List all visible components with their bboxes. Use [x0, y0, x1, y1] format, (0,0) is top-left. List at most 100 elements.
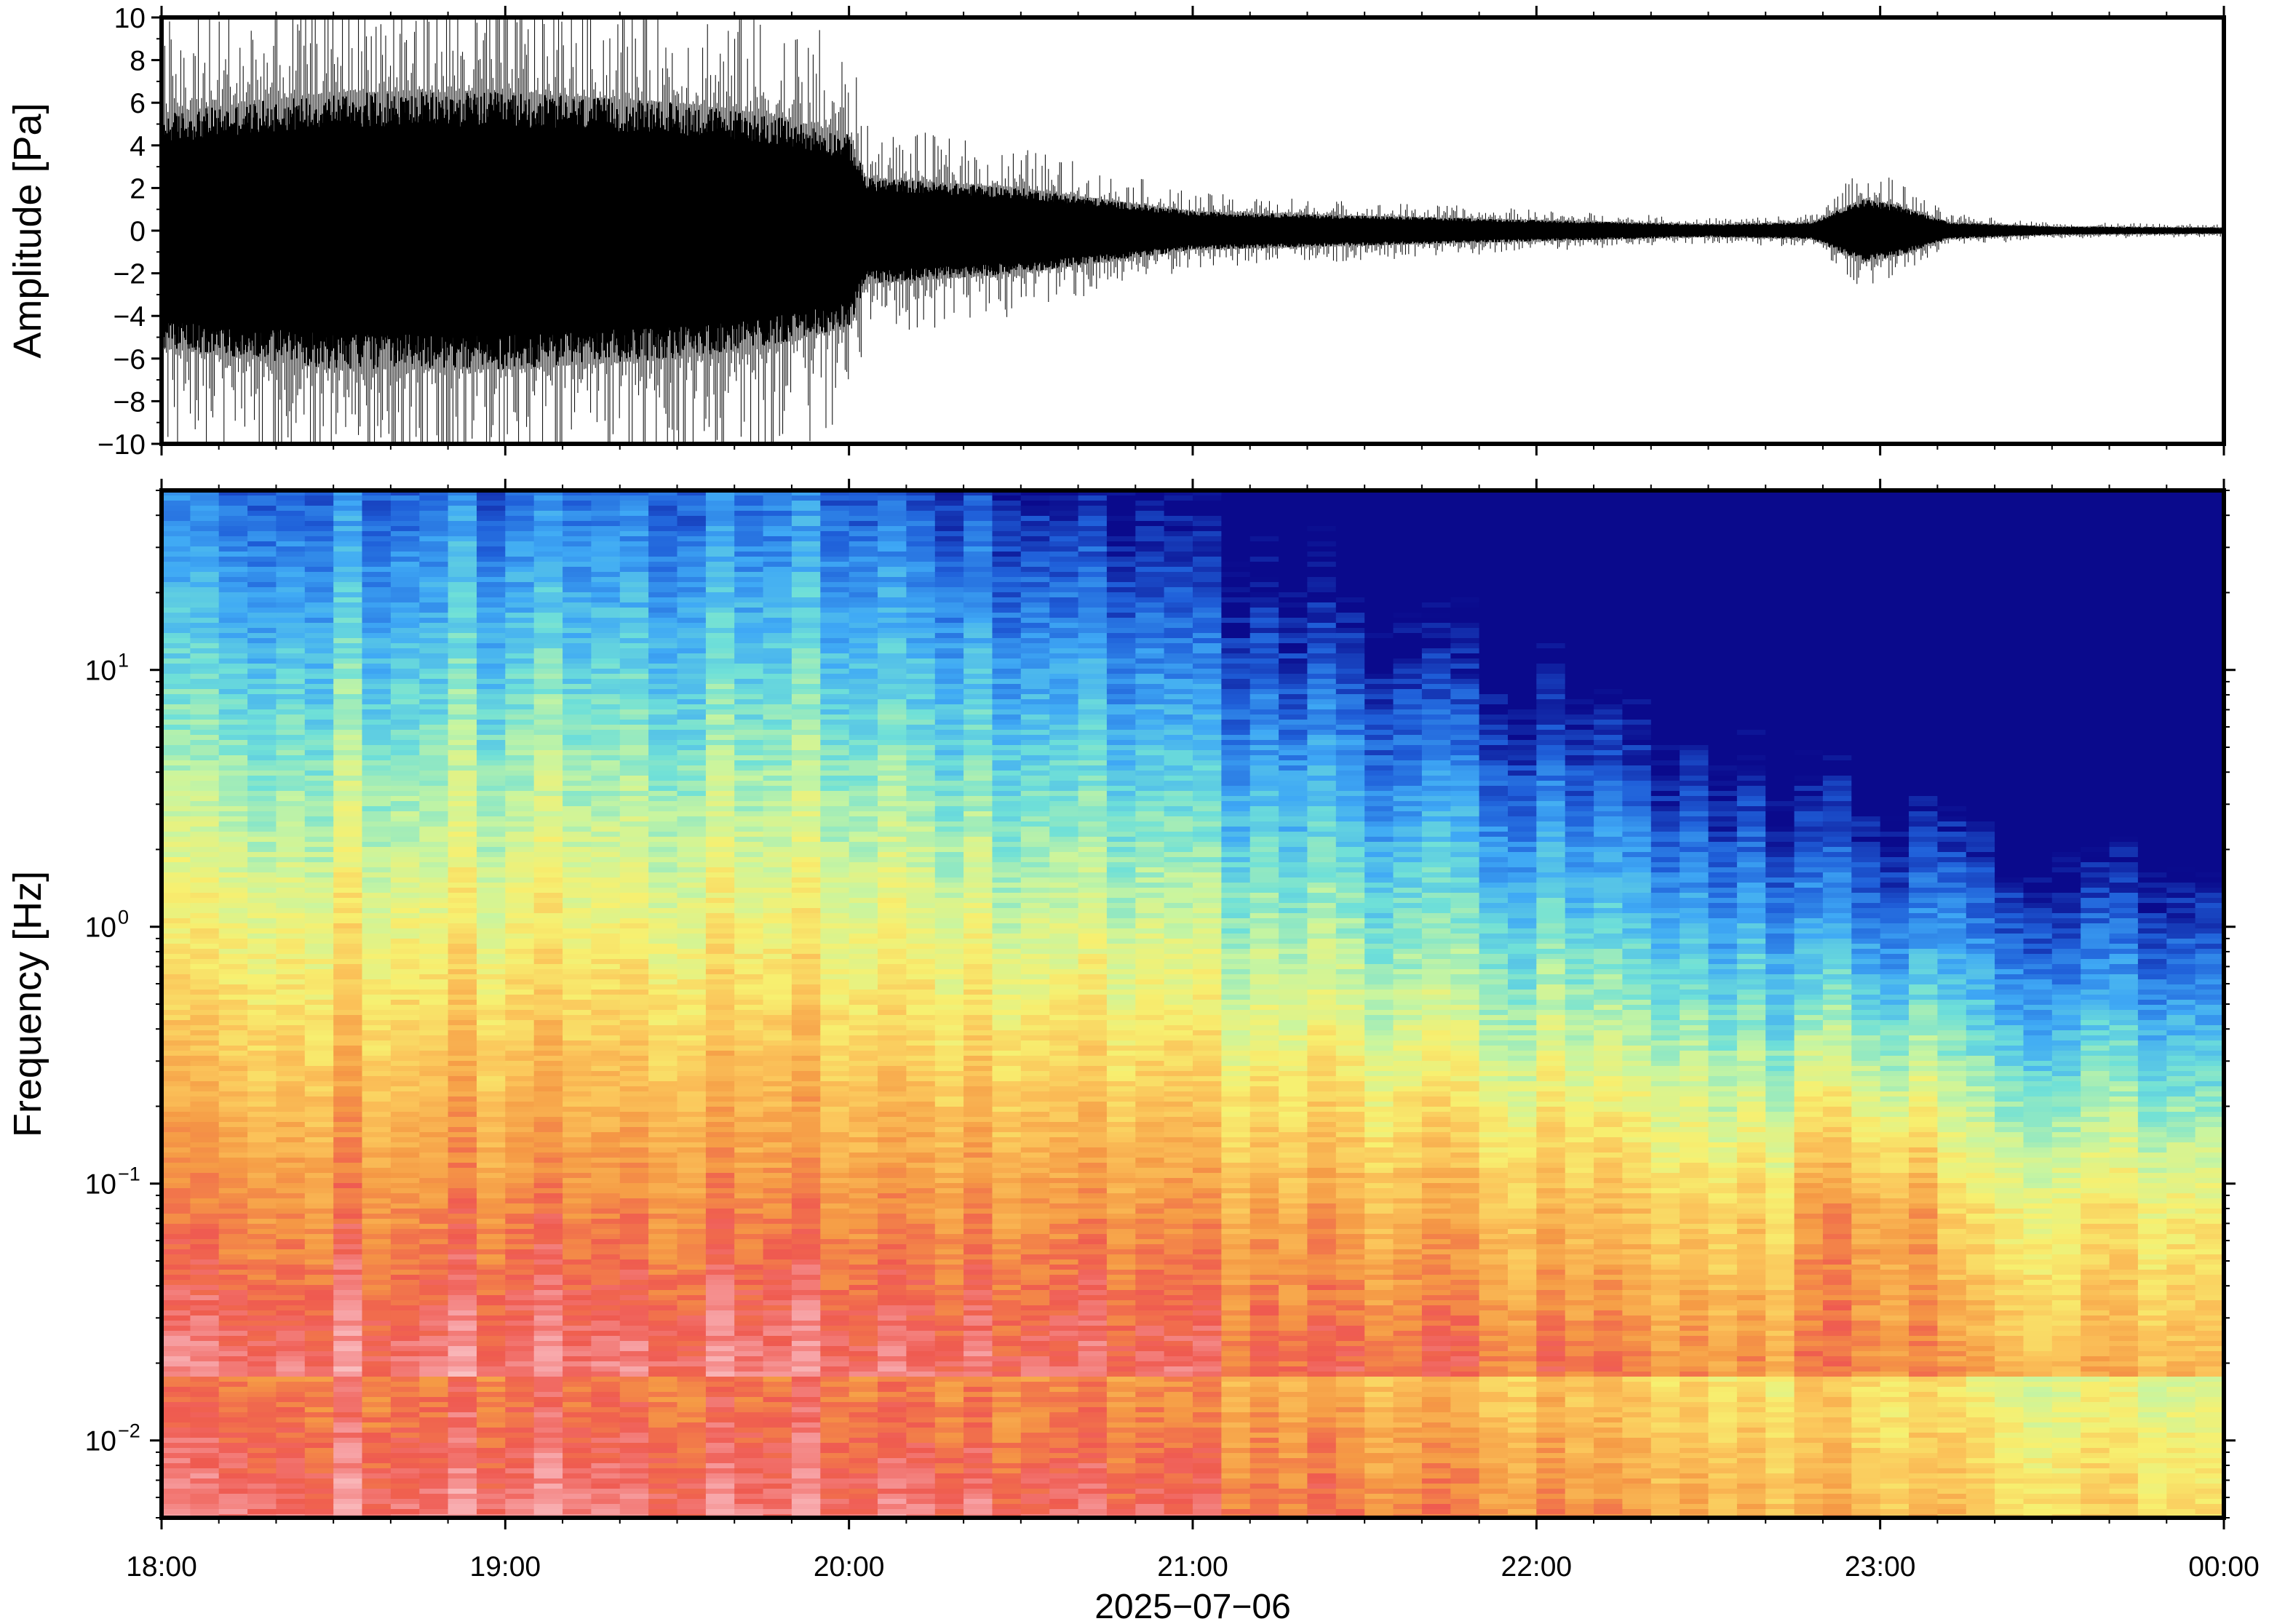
spectrogram-cell	[419, 1504, 449, 1510]
spectrogram-cell	[820, 1142, 850, 1148]
spectrogram-cell	[791, 1305, 822, 1311]
spectrogram-cell	[448, 1356, 477, 1362]
spectrogram-cell	[362, 1275, 392, 1281]
spectrogram-cell	[247, 1285, 277, 1291]
spectrogram-cell	[820, 1239, 850, 1245]
spectrogram-cell	[677, 501, 707, 506]
spectrogram-cell	[677, 1086, 707, 1092]
spectrogram-cell	[591, 806, 621, 812]
spectrogram-cell	[477, 658, 506, 664]
spectrogram-cell	[505, 781, 535, 787]
spectrogram-cell	[448, 1412, 477, 1418]
spectrogram-cell	[448, 1102, 477, 1107]
spectrogram-cell	[591, 1336, 621, 1342]
spectrogram-cell	[247, 577, 277, 583]
spectrogram-cell	[648, 689, 678, 695]
spectrogram-cell	[533, 664, 563, 669]
spectrogram-cell	[820, 1321, 850, 1326]
spectrogram-cell	[505, 1030, 535, 1036]
spectrogram-cell	[419, 1290, 449, 1296]
spectrogram-cell	[791, 1499, 822, 1505]
spectrogram-cell	[162, 827, 191, 832]
spectrogram-cell	[705, 1275, 736, 1281]
spectrogram-cell	[648, 1040, 678, 1046]
spectrogram-cell	[791, 1310, 822, 1316]
spectrogram-cell	[648, 847, 678, 853]
spectrogram-cell	[448, 918, 477, 924]
spectrogram-cell	[190, 1066, 220, 1072]
spectrogram-cell	[563, 1244, 592, 1250]
spectrogram-cell	[591, 592, 621, 598]
spectrogram-cell	[304, 1035, 334, 1041]
spectrogram-cell	[190, 1234, 220, 1240]
spectrogram-cell	[563, 1484, 592, 1489]
spectrogram-cell	[419, 1351, 449, 1357]
spectrogram-cell	[190, 1275, 220, 1281]
spectrogram-cell	[362, 1056, 392, 1062]
spectrogram-cell	[533, 709, 563, 715]
spectrogram-cell	[218, 546, 248, 552]
spectrogram-cell	[390, 1310, 421, 1316]
spectrogram-cell	[362, 1086, 392, 1092]
spectrogram-cell	[333, 1173, 363, 1179]
spectrogram-cell	[705, 750, 736, 756]
spectrogram-cell	[563, 1178, 592, 1184]
spectrogram-cell	[533, 715, 563, 720]
spectrogram-cell	[419, 1473, 449, 1479]
spectrogram-cell	[390, 1132, 421, 1138]
spectrogram-cell	[477, 1397, 506, 1403]
spectrogram-cell	[533, 1422, 563, 1428]
spectrogram-cell	[190, 1315, 220, 1321]
spectrogram-cell	[162, 1377, 191, 1382]
spectrogram-cell	[390, 1000, 421, 1006]
spectrogram-cell	[304, 995, 334, 1000]
spectrogram-cell	[333, 638, 363, 644]
spectrogram-cell	[390, 577, 421, 583]
spectrogram-cell	[304, 1509, 334, 1515]
spectrogram-cell	[304, 984, 334, 990]
spectrogram-cell	[477, 1122, 506, 1128]
spectrogram-cell	[304, 1249, 334, 1255]
spectrogram-cell	[276, 872, 306, 878]
spectrogram-cell	[619, 862, 649, 868]
spectrogram-cell	[849, 582, 878, 588]
spectrogram-cell	[791, 1127, 822, 1133]
spectrogram-cell	[619, 1305, 649, 1311]
spectrogram-cell	[533, 923, 563, 929]
spectrogram-cell	[419, 628, 449, 634]
spectrogram-cell	[791, 669, 822, 674]
spectrogram-cell	[705, 516, 736, 522]
spectrogram-cell	[705, 1107, 736, 1112]
spectrogram-cell	[619, 918, 649, 924]
spectrogram-cell	[591, 516, 621, 522]
spectrogram-cell	[505, 1448, 535, 1454]
spectrogram-cell	[218, 964, 248, 970]
spectrogram-cell	[591, 1361, 621, 1367]
spectrogram-cell	[276, 638, 306, 644]
spectrogram-cell	[477, 720, 506, 725]
spectrogram-cell	[533, 750, 563, 756]
spectrogram-cell	[820, 765, 850, 771]
spectrogram-cell	[791, 944, 822, 950]
spectrogram-cell	[505, 918, 535, 924]
spectrogram-cell	[763, 796, 792, 802]
spectrogram-cell	[677, 674, 707, 680]
spectrogram-cell	[218, 1331, 248, 1337]
spectrogram-cell	[276, 755, 306, 761]
spectrogram-cell	[705, 1030, 736, 1036]
spectrogram-cell	[247, 1117, 277, 1123]
spectrogram-cell	[734, 602, 764, 608]
spectrogram-cell	[477, 1137, 506, 1143]
spectrogram-cell	[533, 776, 563, 781]
spectrogram-cell	[448, 1203, 477, 1209]
spectrogram-cell	[448, 501, 477, 506]
spectrogram-cell	[677, 771, 707, 776]
spectrogram-cell	[648, 791, 678, 797]
spectrogram-cell	[619, 1046, 649, 1051]
spectrogram-cell	[677, 1015, 707, 1021]
spectrogram-cell	[218, 1056, 248, 1062]
spectrogram-cell	[619, 1051, 649, 1056]
spectrogram-cell	[477, 557, 506, 562]
spectrogram-cell	[563, 608, 592, 613]
spectrogram-cell	[362, 521, 392, 527]
